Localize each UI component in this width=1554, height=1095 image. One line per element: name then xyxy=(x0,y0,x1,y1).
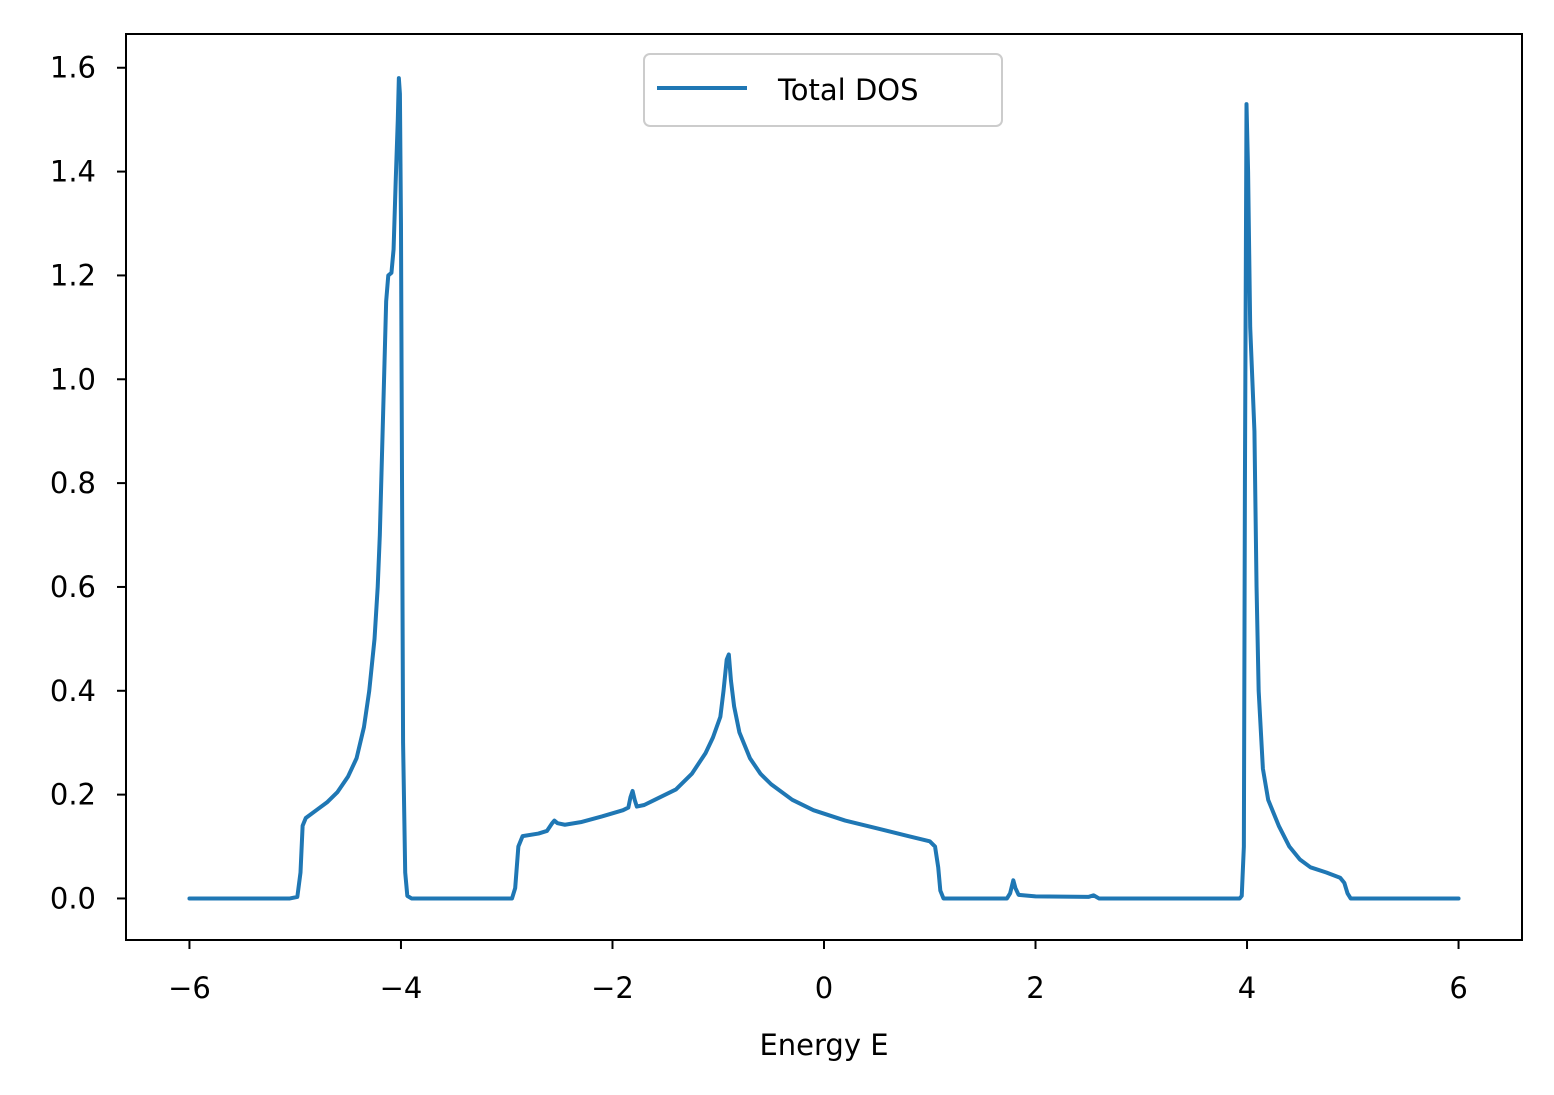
plot-area xyxy=(125,33,1523,941)
x-tick-label: 2 xyxy=(1026,971,1044,1005)
x-axis: −6 −4 −2 0 2 4 6 xyxy=(168,940,1468,1005)
y-tick-label: 1.6 xyxy=(50,51,96,85)
x-tick-label: 4 xyxy=(1238,971,1256,1005)
x-tick-label: 0 xyxy=(815,971,833,1005)
y-tick-label: 0.8 xyxy=(50,466,96,500)
x-tick-label: −2 xyxy=(591,971,634,1005)
legend-box xyxy=(643,53,1003,127)
x-axis-title: Energy E xyxy=(759,1028,888,1062)
series-layer xyxy=(187,76,1461,901)
y-tick-label: 1.4 xyxy=(50,155,96,189)
x-tick-label: −4 xyxy=(380,971,423,1005)
x-tick-label: −6 xyxy=(168,971,211,1005)
legend: Total DOS xyxy=(643,53,1003,127)
y-tick-label: 1.2 xyxy=(50,258,96,292)
y-axis: 0.0 0.2 0.4 0.6 0.8 1.0 1.2 1.4 1.6 xyxy=(50,51,126,915)
y-tick-label: 1.0 xyxy=(50,362,96,396)
y-tick-label: 0.6 xyxy=(50,570,96,604)
axes-frame xyxy=(125,33,1523,941)
y-tick-label: 0.4 xyxy=(50,674,96,708)
y-tick-label: 0.0 xyxy=(50,881,96,915)
series-line-total-dos xyxy=(187,76,1461,901)
y-tick-label: 0.2 xyxy=(50,778,96,812)
x-tick-label: 6 xyxy=(1449,971,1467,1005)
legend-label-total-dos: Total DOS xyxy=(777,73,919,107)
